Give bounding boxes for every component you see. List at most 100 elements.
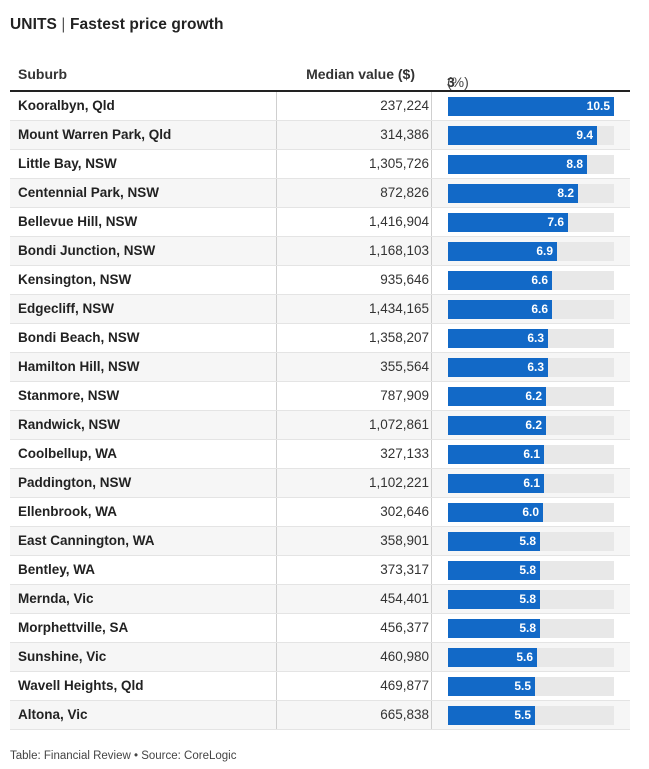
median-value-cell: 1,358,207 — [368, 330, 429, 345]
change-bar-track: 8.2 — [448, 184, 614, 203]
change-bar: 6.1 — [448, 445, 544, 464]
change-bar: 5.5 — [448, 706, 535, 725]
suburb-cell: Bellevue Hill, NSW — [18, 214, 138, 229]
change-bar-track: 10.5 — [448, 97, 614, 116]
median-value-cell: 460,980 — [380, 649, 429, 664]
table-header: Suburb Median value ($) 3 month change (… — [10, 58, 630, 122]
change-bar-label: 6.3 — [527, 360, 544, 374]
column-divider — [431, 469, 432, 497]
column-divider — [431, 556, 432, 584]
column-divider — [276, 150, 277, 178]
column-divider — [276, 440, 277, 468]
change-bar-label: 5.5 — [514, 708, 531, 722]
suburb-cell: Centennial Park, NSW — [18, 185, 160, 200]
table-row: Ellenbrook, WA 302,646 6.0 — [10, 498, 630, 527]
change-bar: 6.6 — [448, 300, 552, 319]
change-bar-track: 6.3 — [448, 358, 614, 377]
table-row: Bellevue Hill, NSW 1,416,904 7.6 — [10, 208, 630, 237]
median-value-cell: 1,305,726 — [368, 156, 429, 171]
column-divider — [276, 324, 277, 352]
suburb-cell: Bentley, WA — [18, 562, 96, 577]
column-divider — [431, 440, 432, 468]
table-row: Stanmore, NSW 787,909 6.2 — [10, 382, 630, 411]
change-bar-label: 6.2 — [525, 389, 542, 403]
change-bar-track: 6.6 — [448, 271, 614, 290]
column-divider — [431, 295, 432, 323]
change-bar-track: 6.9 — [448, 242, 614, 261]
change-bar-label: 6.1 — [523, 447, 540, 461]
column-divider — [431, 208, 432, 236]
table-row: Bondi Junction, NSW 1,168,103 6.9 — [10, 237, 630, 266]
table-row: Paddington, NSW 1,102,221 6.1 — [10, 469, 630, 498]
median-value-cell: 787,909 — [380, 388, 429, 403]
median-value-cell: 237,224 — [380, 98, 429, 113]
suburb-cell: Kensington, NSW — [18, 272, 132, 287]
change-bar-track: 8.8 — [448, 155, 614, 174]
median-value-cell: 454,401 — [380, 591, 429, 606]
change-bar-track: 6.2 — [448, 416, 614, 435]
column-divider — [431, 498, 432, 526]
change-bar: 10.5 — [448, 97, 614, 116]
table-row: Little Bay, NSW 1,305,726 8.8 — [10, 150, 630, 179]
column-divider — [276, 92, 277, 120]
table-row: Randwick, NSW 1,072,861 6.2 — [10, 411, 630, 440]
change-bar-track: 5.8 — [448, 561, 614, 580]
header-median-value: Median value ($) — [306, 66, 415, 82]
title-main: UNITS — [10, 16, 57, 33]
suburb-cell: Kooralbyn, Qld — [18, 98, 115, 113]
change-bar: 6.0 — [448, 503, 543, 522]
table-row: Coolbellup, WA 327,133 6.1 — [10, 440, 630, 469]
change-bar: 5.8 — [448, 590, 540, 609]
table-row: Edgecliff, NSW 1,434,165 6.6 — [10, 295, 630, 324]
column-divider — [276, 498, 277, 526]
header-change-unit: (%) — [447, 74, 469, 90]
column-divider — [276, 672, 277, 700]
suburb-cell: Stanmore, NSW — [18, 388, 120, 403]
change-bar-track: 5.8 — [448, 619, 614, 638]
median-value-cell: 456,377 — [380, 620, 429, 635]
suburb-cell: Hamilton Hill, NSW — [18, 359, 140, 374]
chart-title: UNITS | Fastest price growth — [10, 16, 224, 34]
change-bar-track: 5.5 — [448, 677, 614, 696]
median-value-cell: 935,646 — [380, 272, 429, 287]
suburb-cell: Mount Warren Park, Qld — [18, 127, 172, 142]
column-divider — [431, 382, 432, 410]
column-divider — [431, 324, 432, 352]
change-bar-label: 6.1 — [523, 476, 540, 490]
column-divider — [431, 527, 432, 555]
change-bar: 5.8 — [448, 532, 540, 551]
change-bar: 5.6 — [448, 648, 537, 667]
change-bar-label: 5.8 — [519, 592, 536, 606]
column-divider — [431, 353, 432, 381]
column-divider — [276, 237, 277, 265]
change-bar-label: 7.6 — [547, 215, 564, 229]
change-bar-label: 6.2 — [525, 418, 542, 432]
column-divider — [276, 295, 277, 323]
median-value-cell: 1,416,904 — [368, 214, 429, 229]
change-bar-label: 10.5 — [586, 99, 610, 113]
change-bar: 6.3 — [448, 329, 548, 348]
column-divider — [276, 585, 277, 613]
change-bar-track: 9.4 — [448, 126, 614, 145]
column-divider — [276, 643, 277, 671]
change-bar: 5.5 — [448, 677, 535, 696]
column-divider — [276, 353, 277, 381]
change-bar-track: 6.1 — [448, 474, 614, 493]
footer-source: Table: Financial Review • Source: CoreLo… — [10, 750, 237, 762]
median-value-cell: 665,838 — [380, 707, 429, 722]
change-bar-track: 6.6 — [448, 300, 614, 319]
table-row: Altona, Vic 665,838 5.5 — [10, 701, 630, 730]
table-row: Wavell Heights, Qld 469,877 5.5 — [10, 672, 630, 701]
median-value-cell: 1,434,165 — [368, 301, 429, 316]
header-suburb: Suburb — [18, 66, 67, 82]
change-bar: 7.6 — [448, 213, 568, 232]
column-divider — [276, 382, 277, 410]
change-bar-track: 6.1 — [448, 445, 614, 464]
column-divider — [431, 121, 432, 149]
change-bar-label: 6.0 — [522, 505, 539, 519]
suburb-cell: Randwick, NSW — [18, 417, 121, 432]
change-bar-label: 8.2 — [557, 186, 574, 200]
column-divider — [276, 179, 277, 207]
table-row: Bondi Beach, NSW 1,358,207 6.3 — [10, 324, 630, 353]
median-value-cell: 358,901 — [380, 533, 429, 548]
